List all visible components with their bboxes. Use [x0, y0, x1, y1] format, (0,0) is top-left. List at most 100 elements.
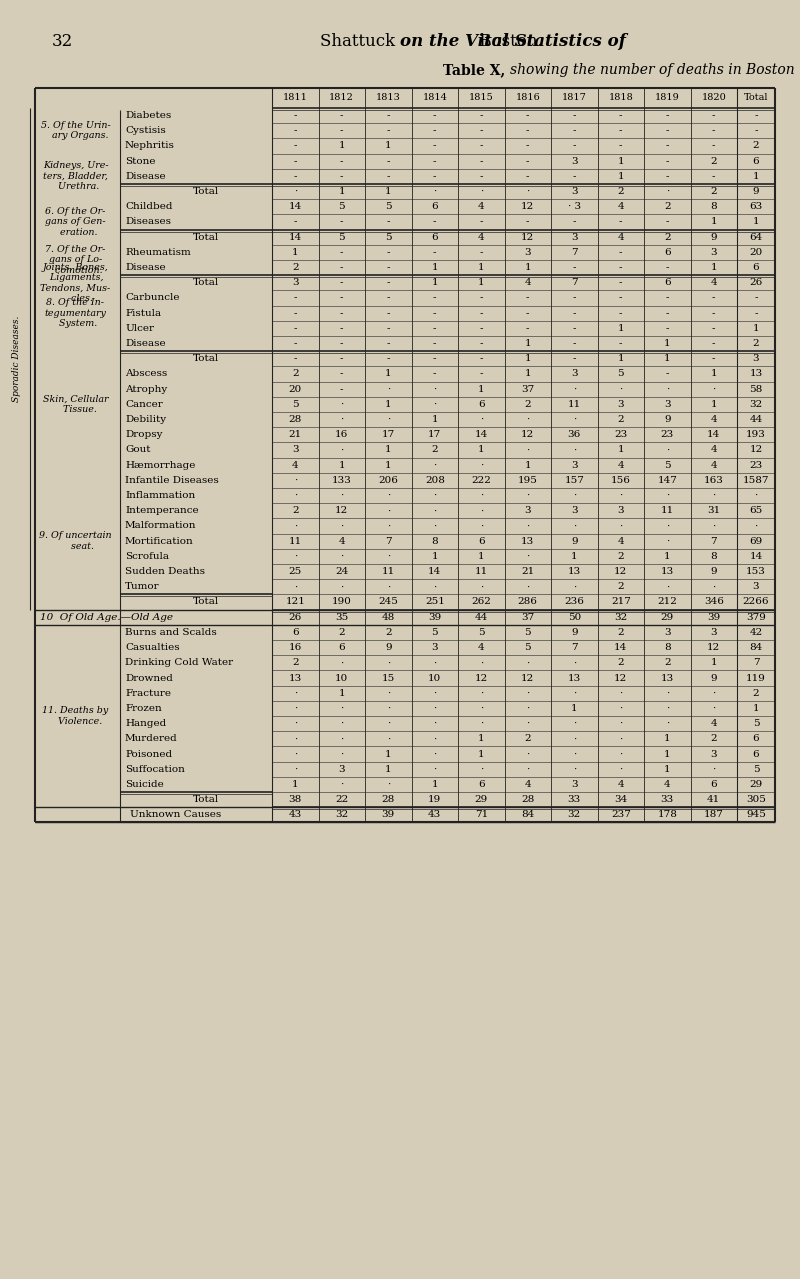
Text: 1: 1: [525, 370, 531, 379]
Text: 1: 1: [385, 142, 391, 151]
Text: 2: 2: [753, 142, 759, 151]
Text: -: -: [619, 293, 622, 303]
Text: -: -: [619, 127, 622, 136]
Text: 6: 6: [478, 400, 485, 409]
Text: 2: 2: [753, 688, 759, 698]
Text: -: -: [386, 354, 390, 363]
Text: 1: 1: [385, 187, 391, 196]
Text: ·: ·: [294, 765, 297, 774]
Text: 32: 32: [52, 33, 74, 50]
Text: 7: 7: [710, 537, 717, 546]
Text: ·: ·: [619, 719, 622, 728]
Text: 3: 3: [664, 628, 670, 637]
Text: -: -: [340, 171, 343, 180]
Text: 6. Of the Or-
gans of Gen-
  eration.: 6. Of the Or- gans of Gen- eration.: [45, 207, 106, 237]
Text: ·: ·: [340, 780, 343, 789]
Text: 5. Of the Urin-
   ary Organs.: 5. Of the Urin- ary Organs.: [41, 122, 110, 141]
Text: 2: 2: [338, 628, 345, 637]
Text: 4: 4: [710, 445, 717, 454]
Text: -: -: [340, 263, 343, 272]
Text: 25: 25: [289, 567, 302, 576]
Text: ·: ·: [433, 400, 436, 409]
Text: -: -: [712, 354, 715, 363]
Text: 2: 2: [292, 263, 298, 272]
Text: ·: ·: [573, 491, 576, 500]
Text: 1: 1: [664, 734, 670, 743]
Text: 1: 1: [525, 460, 531, 469]
Text: -: -: [573, 263, 576, 272]
Text: 1812: 1812: [330, 93, 354, 102]
Text: Total: Total: [193, 233, 219, 242]
Text: -: -: [433, 339, 437, 348]
Text: Inflammation: Inflammation: [125, 491, 195, 500]
Text: Total: Total: [193, 597, 219, 606]
Text: ·: ·: [386, 491, 390, 500]
Text: Cancer: Cancer: [125, 400, 162, 409]
Text: -: -: [754, 127, 758, 136]
Text: Sporadic Diseases.: Sporadic Diseases.: [13, 316, 22, 402]
Text: 1: 1: [385, 765, 391, 774]
Text: 4: 4: [525, 780, 531, 789]
Text: 6: 6: [664, 279, 670, 288]
Text: ·: ·: [666, 385, 669, 394]
Text: -: -: [573, 171, 576, 180]
Text: ·: ·: [666, 491, 669, 500]
Text: -: -: [526, 111, 530, 120]
Text: 1: 1: [338, 187, 345, 196]
Text: 43: 43: [289, 811, 302, 820]
Text: -: -: [526, 127, 530, 136]
Text: 9: 9: [385, 643, 391, 652]
Text: 43: 43: [428, 811, 442, 820]
Text: ·: ·: [294, 522, 297, 531]
Text: 1: 1: [292, 780, 298, 789]
Text: -: -: [666, 127, 669, 136]
Text: -: -: [433, 248, 437, 257]
Text: -: -: [386, 293, 390, 303]
Text: ·: ·: [340, 703, 343, 712]
Text: 3: 3: [753, 354, 759, 363]
Text: ·: ·: [340, 553, 343, 561]
Text: -: -: [619, 339, 622, 348]
Text: 2: 2: [710, 187, 717, 196]
Text: 16: 16: [335, 430, 348, 439]
Text: 1: 1: [710, 659, 717, 668]
Text: 2: 2: [618, 659, 624, 668]
Text: ·: ·: [433, 460, 436, 469]
Text: ·: ·: [340, 491, 343, 500]
Text: Stone: Stone: [125, 157, 155, 166]
Text: ·: ·: [433, 385, 436, 394]
Text: 1811: 1811: [283, 93, 308, 102]
Text: 39: 39: [382, 811, 395, 820]
Text: 1: 1: [478, 749, 485, 758]
Text: 4: 4: [710, 279, 717, 288]
Text: -: -: [386, 171, 390, 180]
Text: ·: ·: [433, 582, 436, 591]
Text: ·: ·: [526, 416, 530, 425]
Text: -: -: [386, 339, 390, 348]
Text: 1: 1: [571, 703, 578, 712]
Text: -: -: [386, 217, 390, 226]
Text: ·: ·: [340, 582, 343, 591]
Text: Mortification: Mortification: [125, 537, 194, 546]
Text: 11: 11: [661, 506, 674, 515]
Text: ·: ·: [433, 765, 436, 774]
Text: 7: 7: [571, 643, 578, 652]
Text: 11: 11: [289, 537, 302, 546]
Text: 8: 8: [431, 537, 438, 546]
Text: -: -: [712, 324, 715, 333]
Text: -: -: [619, 217, 622, 226]
Text: 2: 2: [385, 628, 391, 637]
Text: -: -: [619, 142, 622, 151]
Text: 133: 133: [332, 476, 352, 485]
Text: 4: 4: [478, 643, 485, 652]
Text: 2: 2: [618, 582, 624, 591]
Text: 33: 33: [661, 796, 674, 804]
Text: -: -: [754, 308, 758, 317]
Text: Tumor: Tumor: [125, 582, 160, 591]
Text: 4: 4: [478, 202, 485, 211]
Text: -: -: [479, 293, 483, 303]
Text: 15: 15: [382, 674, 395, 683]
Text: -: -: [294, 308, 297, 317]
Text: 4: 4: [618, 780, 624, 789]
Text: ·: ·: [480, 703, 483, 712]
